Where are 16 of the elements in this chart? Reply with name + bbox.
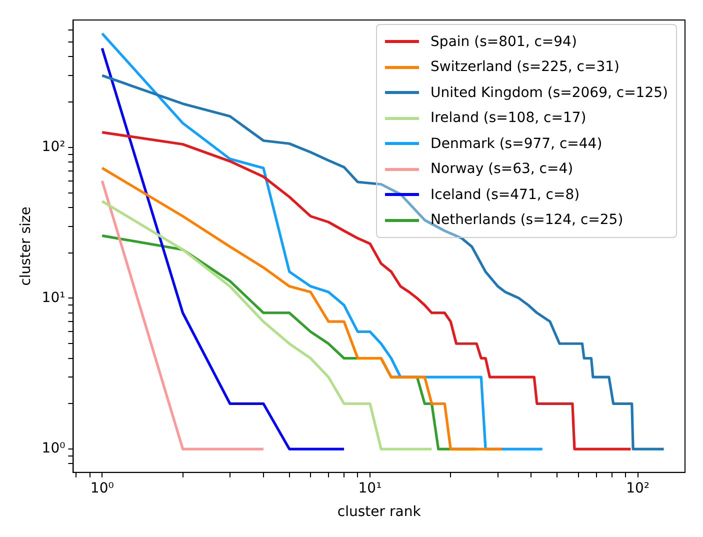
x-axis-title: cluster rank: [337, 504, 422, 520]
legend-label: Norway (s=63, c=4): [430, 161, 574, 178]
x-tick-label: 10¹: [358, 480, 382, 496]
legend-label: Iceland (s=471, c=8): [430, 186, 580, 203]
y-axis-title: cluster size: [18, 206, 34, 286]
x-tick-label: 10²: [626, 480, 650, 496]
legend-label: Denmark (s=977, c=44): [430, 136, 602, 152]
y-tick-label: 10¹: [42, 290, 66, 306]
x-tick-label: 10⁰: [90, 480, 114, 496]
legend-label: Ireland (s=108, c=17): [430, 110, 586, 126]
legend-label: Spain (s=801, c=94): [430, 34, 577, 50]
y-tick-label: 10²: [42, 139, 66, 156]
legend-label: United Kingdom (s=2069, c=125): [430, 84, 668, 101]
y-tick-label: 10⁰: [42, 440, 66, 457]
legend-label: Netherlands (s=124, c=25): [430, 212, 624, 228]
legend-label: Switzerland (s=225, c=31): [430, 59, 620, 76]
